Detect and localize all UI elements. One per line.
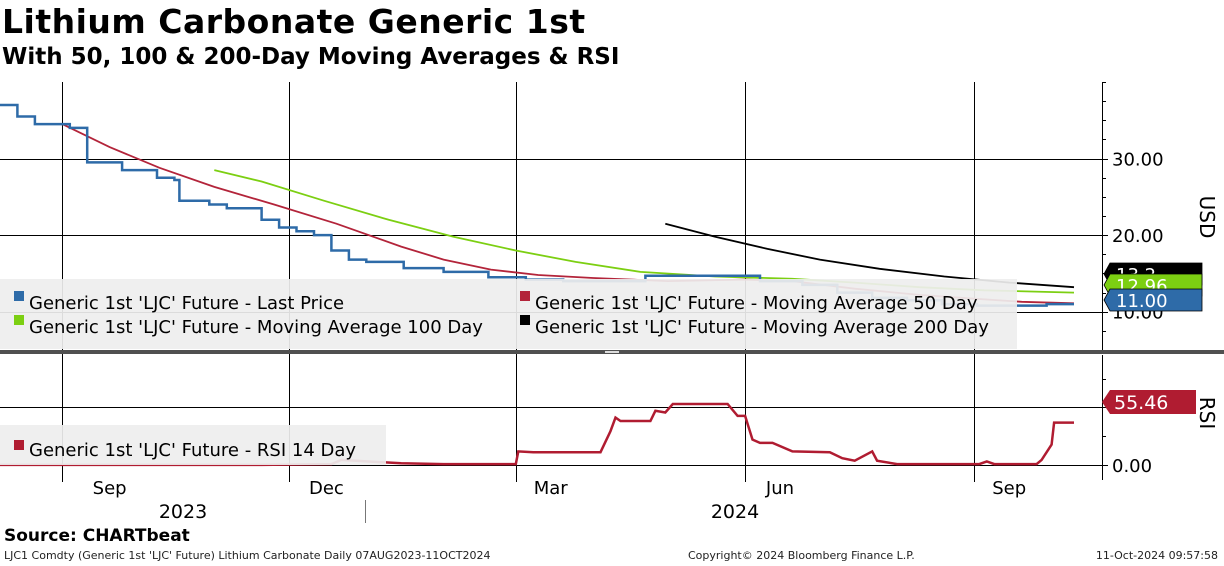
source-label: Source: CHARTbeat	[4, 526, 190, 546]
last-value-label-price: 11.00	[1116, 291, 1168, 312]
rsi-y-axis-label: RSI	[1195, 397, 1219, 430]
legend-swatch-rsi	[14, 440, 24, 450]
rsi-y-tick-label: 0.00	[1112, 456, 1152, 477]
x-tick-label: Jun	[765, 478, 794, 499]
chart-subtitle: With 50, 100 & 200-Day Moving Averages &…	[2, 44, 620, 70]
legend-swatch-ma100	[14, 315, 24, 325]
legend-label-ma200: Generic 1st 'LJC' Future - Moving Averag…	[535, 317, 989, 338]
x-year-label: 2023	[159, 501, 207, 523]
legend-label-rsi: Generic 1st 'LJC' Future - RSI 14 Day	[29, 440, 356, 461]
footer-copyright: Copyright© 2024 Bloomberg Finance L.P.	[688, 549, 915, 562]
x-year-label: 2024	[711, 501, 759, 523]
last-value-tag-price	[1103, 288, 1203, 312]
price-y-axis-label: USD	[1195, 196, 1219, 239]
price-y-tick-label: 20.00	[1112, 226, 1164, 247]
footer-ticker-info: LJC1 Comdty (Generic 1st 'LJC' Future) L…	[4, 549, 491, 562]
legend-label-price: Generic 1st 'LJC' Future - Last Price	[29, 293, 344, 314]
panel-divider-grip	[605, 351, 619, 353]
x-tick-label: Sep	[992, 478, 1026, 499]
footer-timestamp: 11-Oct-2024 09:57:58	[1095, 549, 1218, 562]
legend-swatch-ma200	[520, 315, 530, 325]
last-value-tag-rsi	[1102, 390, 1196, 414]
x-tick-label: Sep	[93, 478, 127, 499]
series-line-ma50	[61, 123, 1075, 305]
legend-swatch-price	[14, 291, 24, 301]
series-line-ma100	[214, 169, 1075, 294]
last-value-label-rsi: 55.46	[1114, 392, 1168, 414]
rsi-legend-box	[0, 425, 386, 465]
legend-label-ma100: Generic 1st 'LJC' Future - Moving Averag…	[29, 317, 483, 338]
chart-title: Lithium Carbonate Generic 1st	[2, 2, 586, 41]
legend-swatch-ma50	[520, 291, 530, 301]
legend-label-ma50: Generic 1st 'LJC' Future - Moving Averag…	[535, 293, 978, 314]
x-tick-label: Mar	[534, 478, 569, 499]
price-y-tick-label: 30.00	[1112, 150, 1164, 171]
series-line-rsi	[0, 402, 1074, 467]
x-tick-label: Dec	[309, 478, 344, 499]
price-legend-box	[0, 279, 1017, 349]
